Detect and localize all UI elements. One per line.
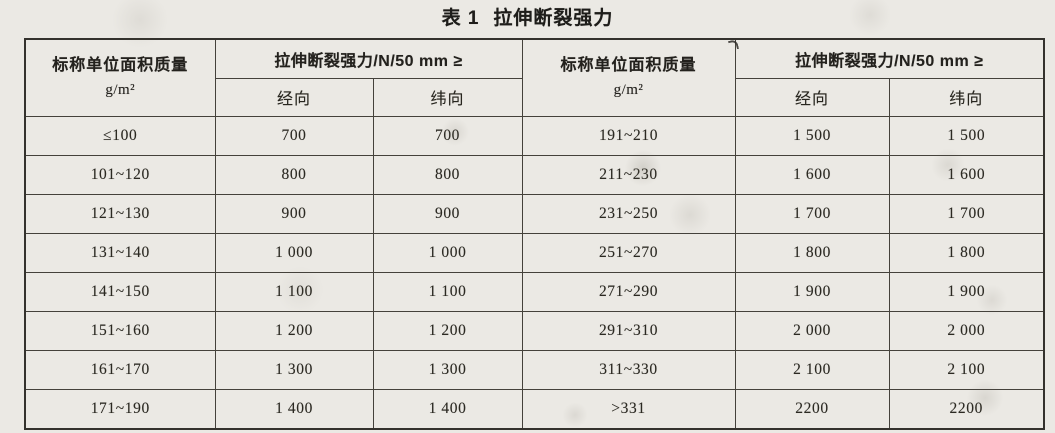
cell-warp-right: 1 700 xyxy=(734,193,890,234)
cell-mass-range-left: 171~190 xyxy=(24,389,216,430)
cell-mass-range-right: 271~290 xyxy=(521,271,736,312)
header-mass-right: 标称单位面积质量 g/m² xyxy=(521,38,736,117)
table-number-label: 表 1 xyxy=(441,8,480,29)
cell-mass-range-right: 291~310 xyxy=(521,310,736,352)
header-mass-right-unit: g/m² xyxy=(613,81,644,98)
cell-weft-right: 1 800 xyxy=(888,232,1045,273)
cell-weft-right: 2 000 xyxy=(888,310,1045,352)
cell-weft-left: 900 xyxy=(372,193,523,234)
header-mass-left-label: 标称单位面积质量 xyxy=(52,56,189,74)
header-weft-right: 纬向 xyxy=(888,77,1045,117)
cell-mass-range-left: 131~140 xyxy=(24,232,216,273)
cell-warp-left: 1 300 xyxy=(214,350,374,391)
cell-weft-left: 1 200 xyxy=(372,310,523,352)
cell-weft-right: 1 700 xyxy=(888,193,1045,234)
cell-warp-left: 700 xyxy=(214,115,374,156)
cell-weft-right: 2200 xyxy=(888,389,1045,430)
cell-mass-range-left: 141~150 xyxy=(24,271,216,312)
cell-weft-left: 1 000 xyxy=(372,232,523,273)
table-title-text: 拉伸断裂强力 xyxy=(493,8,614,29)
cell-weft-left: 1 300 xyxy=(372,350,523,391)
cell-weft-left: 1 400 xyxy=(372,389,523,430)
cell-mass-range-right: 211~230 xyxy=(521,154,736,195)
header-row-top: 标称单位面积质量 g/m² 拉伸断裂强力/N/50 mm ≥ 标称单位面积质量 … xyxy=(24,38,1045,117)
cell-warp-right: 2 000 xyxy=(734,310,890,352)
cell-warp-left: 900 xyxy=(214,193,374,234)
cell-mass-range-right: >331 xyxy=(521,389,736,430)
cell-weft-right: 1 600 xyxy=(888,154,1045,195)
cell-mass-range-right: 251~270 xyxy=(521,232,736,273)
cell-warp-left: 1 200 xyxy=(214,310,374,352)
table-row: 151~160 1 200 1 200 291~310 2 000 2 000 xyxy=(24,310,1045,352)
cell-mass-range-right: 311~330 xyxy=(521,350,736,391)
cell-weft-right: 1 500 xyxy=(888,115,1045,156)
cell-mass-range-right: 231~250 xyxy=(521,193,736,234)
header-mass-right-label: 标称单位面积质量 xyxy=(560,56,697,74)
cell-mass-range-left: 121~130 xyxy=(24,193,216,234)
tensile-strength-table: 标称单位面积质量 g/m² 拉伸断裂强力/N/50 mm ≥ 标称单位面积质量 … xyxy=(24,38,1045,430)
cell-mass-range-left: ≤100 xyxy=(24,115,216,156)
cell-warp-right: 1 600 xyxy=(734,154,890,195)
cell-warp-right: 1 500 xyxy=(734,115,890,156)
table-row: ≤100 700 700 191~210 1 500 1 500 xyxy=(24,115,1045,156)
table-row: 141~150 1 100 1 100 271~290 1 900 1 900 xyxy=(24,271,1045,312)
cell-weft-right: 2 100 xyxy=(888,350,1045,391)
cell-weft-left: 700 xyxy=(372,115,523,156)
cell-mass-range-right: 191~210 xyxy=(521,115,736,156)
header-strength-right: 拉伸断裂强力/N/50 mm ≥ xyxy=(734,38,1045,79)
header-weft-left: 纬向 xyxy=(372,77,523,117)
cell-warp-right: 1 900 xyxy=(734,271,890,312)
cell-mass-range-left: 101~120 xyxy=(24,154,216,195)
page-title: 表 1 拉伸断裂强力 xyxy=(0,3,1055,30)
table-row: 161~170 1 300 1 300 311~330 2 100 2 100 xyxy=(24,350,1045,391)
cell-warp-right: 2200 xyxy=(734,389,890,430)
table-row: 171~190 1 400 1 400 >331 2200 2200 xyxy=(24,389,1045,430)
header-strength-left: 拉伸断裂强力/N/50 mm ≥ xyxy=(214,38,523,79)
header-warp-right: 经向 xyxy=(734,77,890,117)
cell-weft-right: 1 900 xyxy=(888,271,1045,312)
cell-warp-left: 1 400 xyxy=(214,389,374,430)
cell-weft-left: 800 xyxy=(372,154,523,195)
header-mass-left: 标称单位面积质量 g/m² xyxy=(24,38,216,117)
header-mass-left-unit: g/m² xyxy=(105,81,136,98)
header-row-sub: 经向 纬向 经向 纬向 xyxy=(25,77,1045,117)
cell-mass-range-left: 151~160 xyxy=(24,310,216,352)
cell-warp-left: 1 000 xyxy=(214,232,374,273)
cell-warp-left: 1 100 xyxy=(214,271,374,312)
table-row: 101~120 800 800 211~230 1 600 1 600 xyxy=(24,154,1045,195)
cell-warp-left: 800 xyxy=(214,154,374,195)
table-row: 121~130 900 900 231~250 1 700 1 700 xyxy=(24,193,1045,234)
cell-mass-range-left: 161~170 xyxy=(24,350,216,391)
table-row: 131~140 1 000 1 000 251~270 1 800 1 800 xyxy=(24,232,1045,273)
cell-weft-left: 1 100 xyxy=(372,271,523,312)
cell-warp-right: 1 800 xyxy=(734,232,890,273)
cell-warp-right: 2 100 xyxy=(734,350,890,391)
header-warp-left: 经向 xyxy=(214,77,374,117)
